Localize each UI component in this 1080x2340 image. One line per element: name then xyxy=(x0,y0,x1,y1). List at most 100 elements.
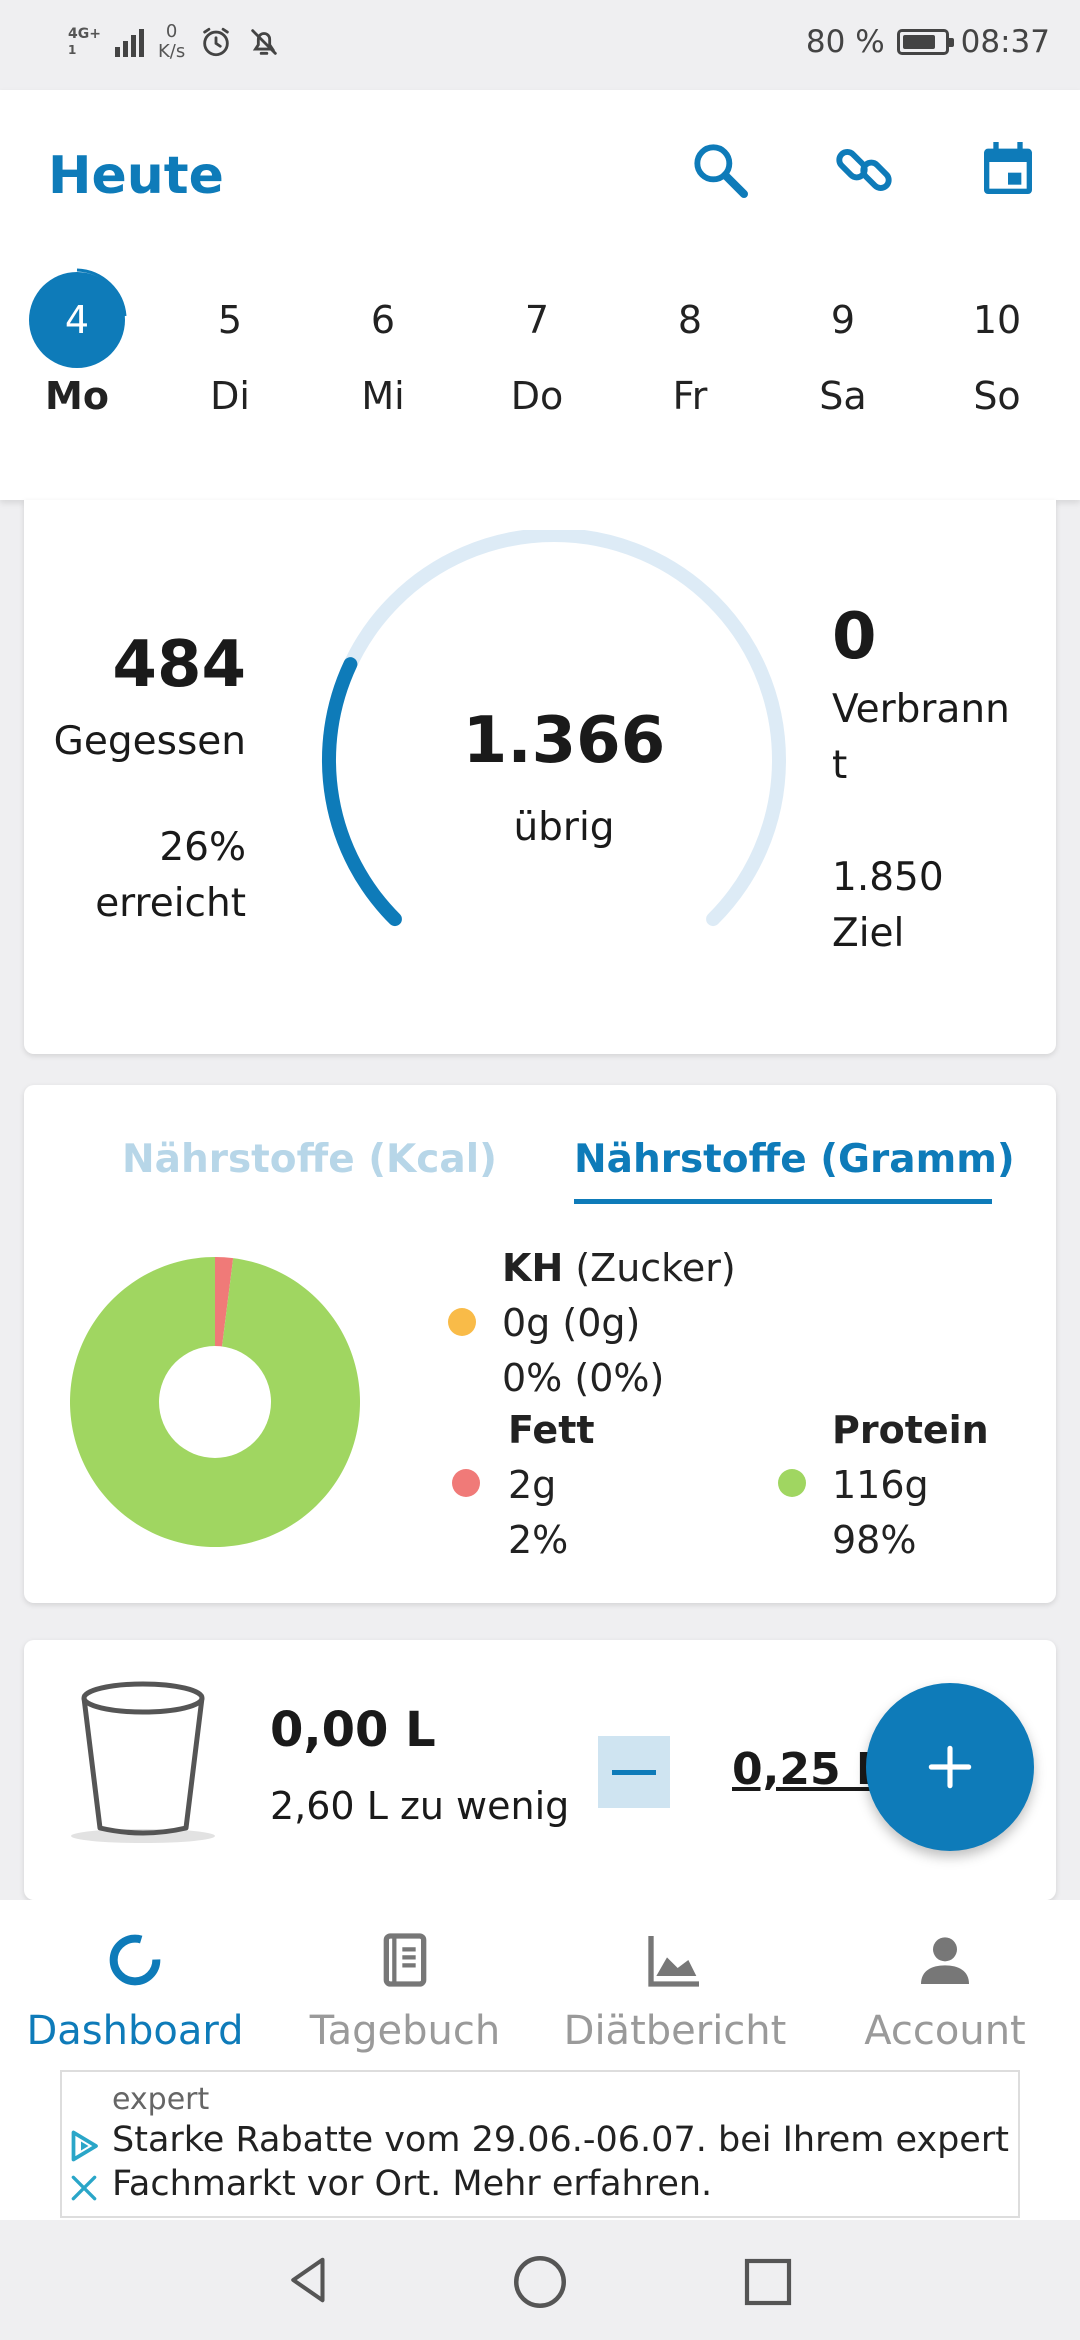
carbs-title: KH xyxy=(502,1246,564,1290)
link-button[interactable] xyxy=(832,138,896,202)
day-number-text: 4 xyxy=(29,272,125,368)
day-number: 8 xyxy=(630,270,750,370)
app-header: Heute 4 Mo 5 Di 6 Mi 7 Do 8 Fr 9 Sa 10 So xyxy=(0,90,1080,500)
day-so[interactable]: 10 So xyxy=(937,270,1057,418)
ad-close-icon[interactable] xyxy=(68,2172,100,2204)
day-number: 6 xyxy=(323,270,443,370)
back-icon[interactable] xyxy=(282,2250,336,2310)
page-title: Heute xyxy=(48,146,224,206)
weekday-label: So xyxy=(973,374,1021,418)
weekday-label: Di xyxy=(210,374,250,418)
carbs-legend-dot xyxy=(448,1308,476,1336)
nav-dashboard[interactable]: Dashboard xyxy=(0,1928,270,2054)
burned-value: 0 xyxy=(832,600,877,674)
water-step-amount[interactable]: 0,25 L xyxy=(732,1744,884,1795)
day-progress-ring xyxy=(76,268,127,317)
day-number-text: 10 xyxy=(972,298,1022,342)
recents-icon[interactable] xyxy=(740,2254,796,2310)
donut-hole xyxy=(159,1346,271,1458)
day-number: 5 xyxy=(170,270,290,370)
weekday-label: Mi xyxy=(361,374,405,418)
day-do[interactable]: 7 Do xyxy=(477,270,597,418)
system-navigation-bar xyxy=(0,2220,1080,2340)
minus-icon xyxy=(612,1769,656,1775)
day-number: 10 xyxy=(937,270,1057,370)
add-entry-button[interactable] xyxy=(866,1683,1034,1851)
percent-value: 26% xyxy=(159,825,246,870)
ad-brand: expert xyxy=(112,2082,210,2117)
nutrients-card: Nährstoffe (Kcal) Nährstoffe (Gramm) KH … xyxy=(24,1085,1056,1603)
goal-label: Ziel xyxy=(832,911,905,956)
search-button[interactable] xyxy=(688,138,752,202)
speed-value: 0 xyxy=(165,21,178,42)
macro-donut-chart xyxy=(70,1257,360,1547)
dashboard-icon xyxy=(109,1934,161,1986)
nav-diet-report[interactable]: Diätbericht xyxy=(540,1928,810,2054)
battery-fill xyxy=(902,35,935,49)
carbs-percent: 0% (0%) xyxy=(502,1356,665,1400)
nav-diary-label: Tagebuch xyxy=(309,2008,501,2054)
fat-grams: 2g xyxy=(508,1463,557,1507)
carbs-sugar-label: (Zucker) xyxy=(575,1246,736,1290)
network-sub: 1 xyxy=(68,43,77,57)
day-number-text: 9 xyxy=(830,298,856,342)
day-number-text: 6 xyxy=(370,298,396,342)
day-mi[interactable]: 6 Mi xyxy=(323,270,443,418)
protein-grams: 116g xyxy=(832,1463,929,1507)
link-icon xyxy=(836,149,892,191)
water-amount: 0,00 L xyxy=(270,1702,436,1758)
eaten-label: Gegessen xyxy=(53,719,246,764)
calendar-button[interactable] xyxy=(976,138,1040,202)
water-decrease-button[interactable] xyxy=(598,1736,670,1808)
protein-title: Protein xyxy=(832,1408,989,1452)
network-indicator: 4G+ 1 xyxy=(68,26,101,58)
weekday-label: Sa xyxy=(819,374,867,418)
fat-legend-dot xyxy=(452,1469,480,1497)
day-mo[interactable]: 4 Mo xyxy=(17,268,137,418)
ad-banner[interactable] xyxy=(60,2070,1020,2218)
ad-text-line-2: Fachmarkt vor Ort. Mehr erfahren. xyxy=(112,2164,713,2204)
home-icon[interactable] xyxy=(510,2252,570,2312)
carbs-grams: 0g (0g) xyxy=(502,1301,641,1345)
search-icon xyxy=(694,144,748,198)
battery-percent: 80 % xyxy=(805,24,885,60)
ad-text: Starke Rabatte vom 29.06.-06.07. bei Ihr… xyxy=(112,2118,1012,2206)
water-glass-icon xyxy=(71,1681,215,1843)
speed-unit: K/s xyxy=(157,41,186,62)
tab-nutrients-gramm[interactable]: Nährstoffe (Gramm) xyxy=(574,1137,1015,1182)
nav-diary[interactable]: Tagebuch xyxy=(270,1928,540,2054)
bottom-navigation: Dashboard Tagebuch Diätbericht Account xyxy=(0,1900,1080,2075)
person-icon xyxy=(921,1937,969,1984)
calorie-gauge xyxy=(322,530,786,927)
ad-choices-icon[interactable] xyxy=(66,2128,102,2164)
day-fr[interactable]: 8 Fr xyxy=(630,270,750,418)
day-di[interactable]: 5 Di xyxy=(170,270,290,418)
burned-label-cont: t xyxy=(832,743,848,788)
calorie-summary-card: 484 Gegessen 26% erreicht 1.366 übrig 0 … xyxy=(24,500,1056,1054)
battery-icon xyxy=(896,29,954,55)
percent-label: erreicht xyxy=(95,881,246,926)
weekday-label: Fr xyxy=(672,374,708,418)
day-sa[interactable]: 9 Sa xyxy=(783,270,903,418)
nav-account[interactable]: Account xyxy=(810,1928,1080,2054)
fat-percent: 2% xyxy=(508,1518,569,1562)
protein-percent: 98% xyxy=(832,1518,917,1562)
goal-value: 1.850 xyxy=(832,855,944,900)
weekday-label: Do xyxy=(510,374,564,418)
carbs-heading: KH (Zucker) xyxy=(502,1241,736,1296)
nav-dashboard-label: Dashboard xyxy=(26,2008,244,2054)
nav-account-label: Account xyxy=(864,2008,1026,2054)
day-number-text: 5 xyxy=(217,298,243,342)
tab-nutrients-kcal[interactable]: Nährstoffe (Kcal) xyxy=(122,1137,497,1182)
signal-icon xyxy=(114,27,144,57)
water-card: 0,00 L 2,60 L zu wenig 0,25 L xyxy=(24,1640,1056,1900)
fat-title: Fett xyxy=(508,1408,595,1452)
tab-active-indicator xyxy=(574,1199,992,1204)
water-deficit: 2,60 L zu wenig xyxy=(270,1784,570,1828)
week-selector: 4 Mo 5 Di 6 Mi 7 Do 8 Fr 9 Sa 10 So xyxy=(0,268,1080,420)
burned-label: Verbrann xyxy=(832,687,1010,732)
weekday-label: Mo xyxy=(45,374,109,418)
plus-icon xyxy=(928,1745,972,1789)
calendar-icon xyxy=(984,142,1032,194)
status-right: 80 % 08:37 xyxy=(806,24,1050,60)
